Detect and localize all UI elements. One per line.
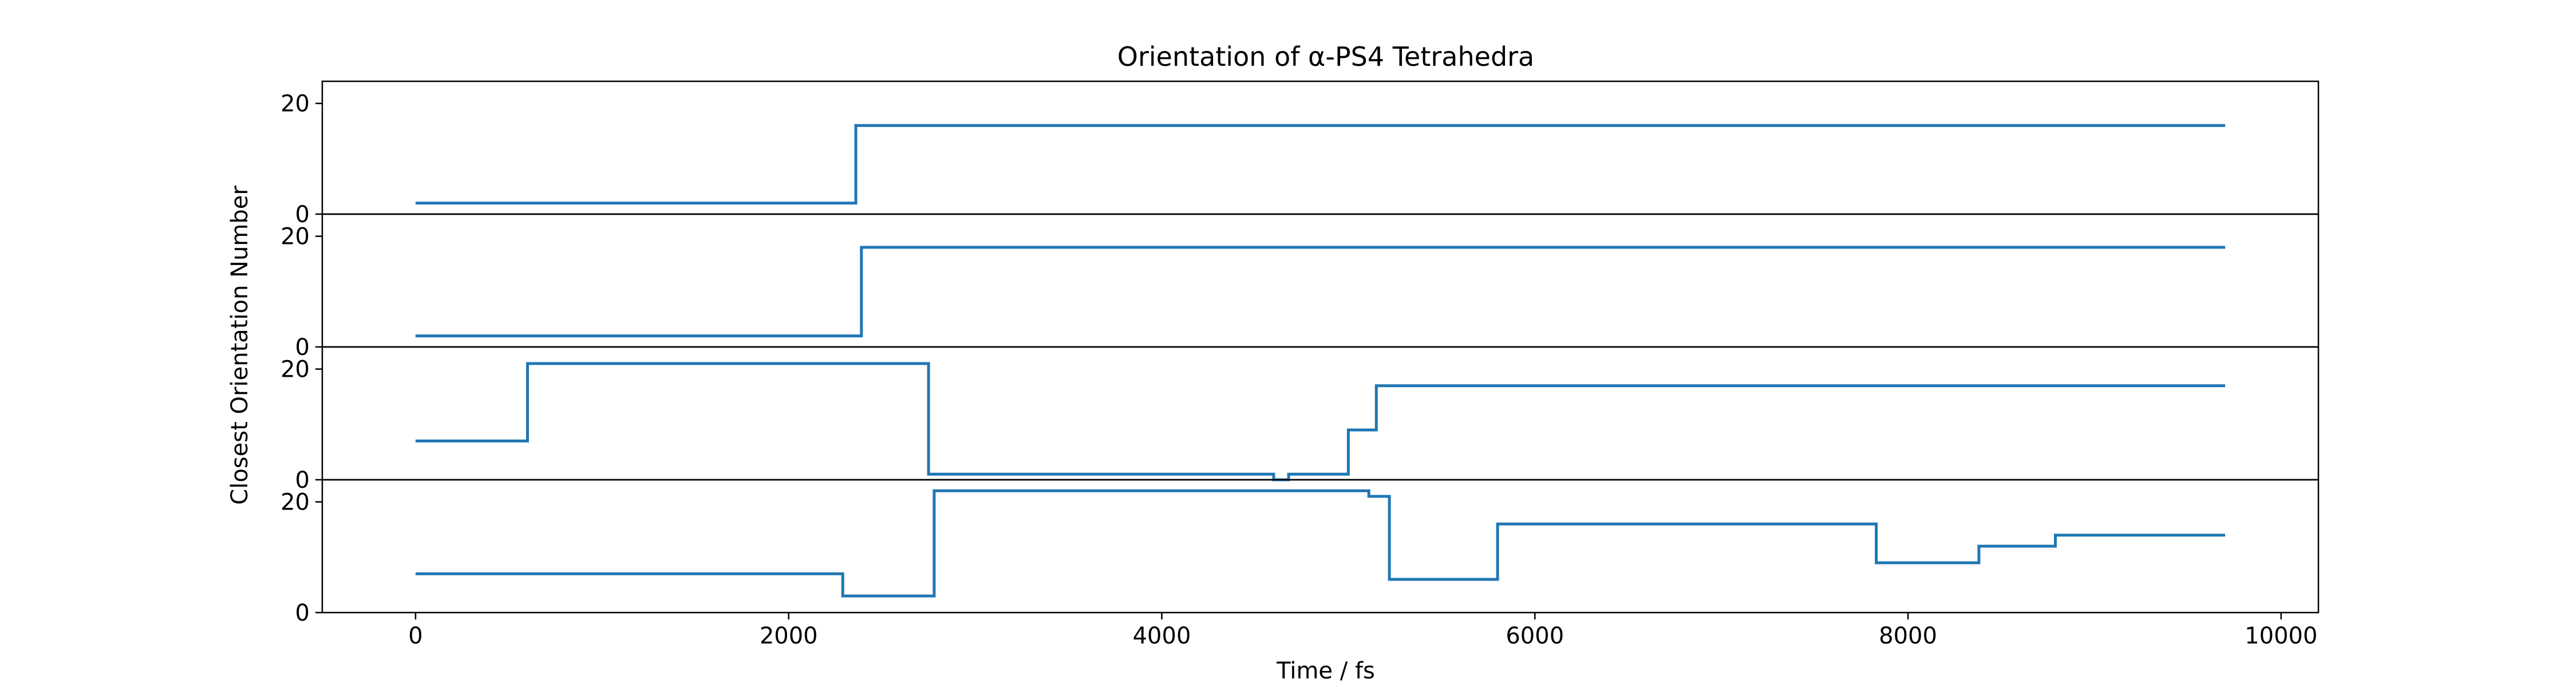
y-tick-label: 0 — [295, 202, 310, 228]
y-tick-label: 20 — [280, 489, 310, 516]
y-tick-label: 0 — [295, 467, 310, 493]
panel-frame — [321, 479, 2320, 614]
x-tick-label: 6000 — [1506, 623, 1564, 649]
x-axis-label: Time / fs — [1276, 658, 1375, 684]
y-tick-label: 0 — [295, 334, 310, 361]
y-tick-label: 0 — [295, 600, 310, 626]
chart-title: Orientation of α-PS4 Tetrahedra — [1117, 41, 1535, 72]
y-axis-label: Closest Orientation Number — [227, 185, 253, 505]
x-tick-label: 4000 — [1133, 623, 1191, 649]
x-tick-label: 2000 — [760, 623, 818, 649]
panel-2-series-line — [415, 246, 2226, 338]
x-axis: 0 2000 4000 6000 8000 10000 — [408, 613, 2317, 649]
panel-4: 0 20 — [280, 479, 2320, 626]
x-tick-label: 8000 — [1879, 623, 1937, 649]
x-tick-label: 10000 — [2245, 623, 2317, 649]
x-tick-label: 0 — [408, 623, 422, 649]
panel-1-series-line — [415, 124, 2226, 205]
y-tick-label: 20 — [280, 91, 310, 117]
y-tick-label: 20 — [280, 224, 310, 250]
panel-4-series-line — [415, 489, 2226, 598]
y-tick-label: 20 — [280, 357, 310, 383]
